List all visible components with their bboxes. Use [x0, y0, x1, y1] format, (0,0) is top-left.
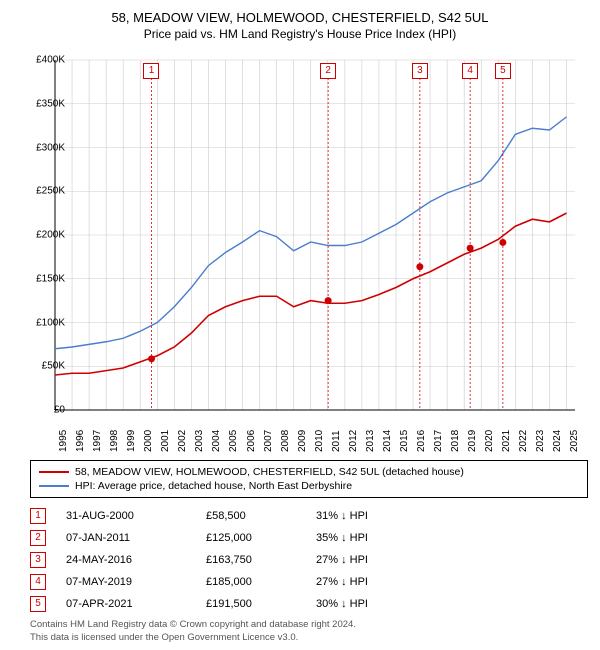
legend-item: 58, MEADOW VIEW, HOLMEWOOD, CHESTERFIELD…	[39, 465, 579, 479]
y-tick-label: £150K	[25, 273, 65, 284]
x-tick-label: 2016	[416, 430, 427, 452]
legend-label: 58, MEADOW VIEW, HOLMEWOOD, CHESTERFIELD…	[75, 466, 464, 478]
legend-label: HPI: Average price, detached house, Nort…	[75, 480, 352, 492]
table-marker: 1	[30, 508, 46, 524]
x-tick-label: 2010	[314, 430, 325, 452]
x-tick-label: 1997	[92, 430, 103, 452]
table-date: 07-MAY-2019	[66, 576, 206, 588]
sale-marker-box: 5	[495, 63, 511, 79]
footer-line: Contains HM Land Registry data © Crown c…	[30, 619, 356, 631]
x-tick-label: 2018	[450, 430, 461, 452]
legend-item: HPI: Average price, detached house, Nort…	[39, 479, 579, 493]
x-tick-label: 2020	[484, 430, 495, 452]
x-tick-label: 1996	[75, 430, 86, 452]
sale-marker-box: 2	[320, 63, 336, 79]
chart-plot-area	[50, 55, 580, 425]
y-tick-label: £100K	[25, 317, 65, 328]
table-diff: 27% ↓ HPI	[316, 554, 416, 566]
table-diff: 30% ↓ HPI	[316, 598, 416, 610]
footer-attribution: Contains HM Land Registry data © Crown c…	[30, 619, 356, 644]
x-tick-label: 2025	[569, 430, 580, 452]
legend: 58, MEADOW VIEW, HOLMEWOOD, CHESTERFIELD…	[30, 460, 588, 498]
x-tick-label: 2002	[177, 430, 188, 452]
y-tick-label: £200K	[25, 230, 65, 241]
chart-subtitle: Price paid vs. HM Land Registry's House …	[0, 25, 600, 41]
x-tick-label: 2008	[280, 430, 291, 452]
x-tick-label: 2019	[467, 430, 478, 452]
x-tick-label: 2001	[160, 430, 171, 452]
y-tick-label: £50K	[25, 361, 65, 372]
table-marker: 2	[30, 530, 46, 546]
sales-table: 1 31-AUG-2000£58,50031% ↓ HPI 2 07-JAN-2011…	[30, 505, 416, 615]
x-tick-label: 2013	[365, 430, 376, 452]
table-marker: 4	[30, 574, 46, 590]
y-tick-label: £250K	[25, 186, 65, 197]
chart-svg	[50, 55, 580, 425]
table-price: £58,500	[206, 510, 316, 522]
footer-line: This data is licensed under the Open Gov…	[30, 632, 356, 644]
table-marker: 3	[30, 552, 46, 568]
x-tick-label: 2017	[433, 430, 444, 452]
x-tick-label: 2012	[348, 430, 359, 452]
table-date: 07-APR-2021	[66, 598, 206, 610]
table-price: £185,000	[206, 576, 316, 588]
table-price: £125,000	[206, 532, 316, 544]
y-tick-label: £350K	[25, 98, 65, 109]
table-price: £163,750	[206, 554, 316, 566]
table-date: 07-JAN-2011	[66, 532, 206, 544]
x-tick-label: 2000	[143, 430, 154, 452]
table-price: £191,500	[206, 598, 316, 610]
table-row: 3 24-MAY-2016£163,75027% ↓ HPI	[30, 549, 416, 571]
x-tick-label: 2004	[211, 430, 222, 452]
x-tick-label: 2024	[552, 430, 563, 452]
y-tick-label: £300K	[25, 142, 65, 153]
x-tick-label: 1995	[58, 430, 69, 452]
chart-container: 58, MEADOW VIEW, HOLMEWOOD, CHESTERFIELD…	[0, 0, 600, 650]
chart-title: 58, MEADOW VIEW, HOLMEWOOD, CHESTERFIELD…	[0, 0, 600, 25]
x-tick-label: 2011	[331, 430, 342, 452]
table-row: 1 31-AUG-2000£58,50031% ↓ HPI	[30, 505, 416, 527]
table-date: 31-AUG-2000	[66, 510, 206, 522]
table-date: 24-MAY-2016	[66, 554, 206, 566]
table-diff: 31% ↓ HPI	[316, 510, 416, 522]
x-tick-label: 2003	[194, 430, 205, 452]
x-tick-label: 1998	[109, 430, 120, 452]
x-tick-label: 2021	[501, 430, 512, 452]
legend-swatch	[39, 471, 69, 473]
x-tick-label: 2009	[297, 430, 308, 452]
table-diff: 27% ↓ HPI	[316, 576, 416, 588]
table-diff: 35% ↓ HPI	[316, 532, 416, 544]
y-tick-label: £400K	[25, 55, 65, 66]
x-tick-label: 2005	[228, 430, 239, 452]
x-tick-label: 1999	[126, 430, 137, 452]
x-tick-label: 2023	[535, 430, 546, 452]
x-tick-label: 2022	[518, 430, 529, 452]
x-tick-label: 2006	[246, 430, 257, 452]
y-tick-label: £0	[25, 405, 65, 416]
table-row: 2 07-JAN-2011£125,00035% ↓ HPI	[30, 527, 416, 549]
table-row: 4 07-MAY-2019£185,00027% ↓ HPI	[30, 571, 416, 593]
sale-marker-box: 3	[412, 63, 428, 79]
table-marker: 5	[30, 596, 46, 612]
x-tick-label: 2015	[399, 430, 410, 452]
x-tick-label: 2014	[382, 430, 393, 452]
legend-swatch	[39, 485, 69, 487]
x-tick-label: 2007	[263, 430, 274, 452]
table-row: 5 07-APR-2021£191,50030% ↓ HPI	[30, 593, 416, 615]
sale-marker-box: 1	[143, 63, 159, 79]
sale-marker-box: 4	[462, 63, 478, 79]
